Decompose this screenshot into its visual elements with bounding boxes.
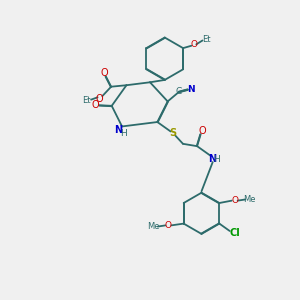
Text: H: H [214,155,220,164]
Text: H: H [120,129,127,138]
Text: O: O [100,68,108,78]
Text: O: O [190,40,197,50]
Text: C: C [176,87,182,96]
Text: N: N [114,125,123,135]
Text: Me: Me [243,195,256,204]
Text: N: N [187,85,195,94]
Text: Et: Et [202,35,211,44]
Text: O: O [232,196,238,205]
Text: Et: Et [82,96,91,105]
Text: Me: Me [147,222,160,231]
Text: N: N [208,154,216,164]
Text: O: O [165,221,172,230]
Text: O: O [92,100,99,110]
Text: O: O [96,94,104,104]
Text: O: O [198,126,206,136]
Text: S: S [170,128,177,138]
Text: Cl: Cl [230,228,240,238]
